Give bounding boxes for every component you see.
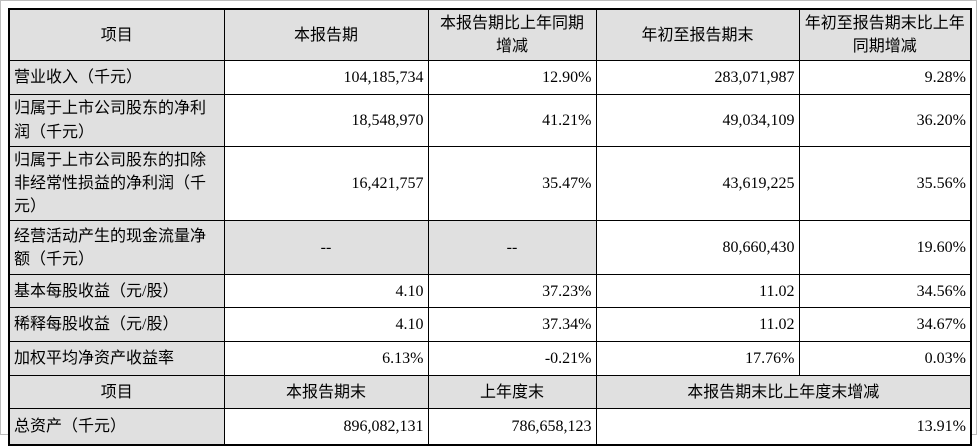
value-cell: 16,421,757: [223, 145, 429, 222]
value-cell: 49,034,109: [595, 94, 800, 147]
value-cell: 36.20%: [798, 94, 972, 147]
value-cell: 4.10: [223, 307, 429, 343]
value-cell: 9.28%: [798, 60, 972, 96]
row-label: 营业收入（千元）: [8, 60, 225, 96]
header2-item: 项目: [8, 375, 225, 410]
row-label: 稀释每股收益（元/股）: [8, 307, 225, 343]
value-cell: 11.02: [595, 274, 800, 309]
value-cell: 35.47%: [427, 145, 597, 222]
value-cell: 34.56%: [798, 274, 972, 309]
table-row-total-assets: 总资产（千元） 896,082,131 786,658,123 13.91%: [8, 408, 972, 446]
value-cell: 80,660,430: [595, 220, 800, 276]
row-label: 基本每股收益（元/股）: [8, 274, 225, 309]
value-cell: 4.10: [223, 274, 429, 309]
header-ytd-yoy: 年初至报告期末比上年同期增减: [798, 8, 972, 62]
value-cell: 37.23%: [427, 274, 597, 309]
value-cell: 43,619,225: [595, 145, 800, 222]
row-label: 经营活动产生的现金流量净额（千元）: [8, 220, 225, 276]
value-cell: --: [223, 220, 429, 276]
value-cell: 786,658,123: [427, 408, 597, 446]
key-financials-table: 项目 本报告期 本报告期比上年同期增减 年初至报告期末 年初至报告期末比上年同期…: [8, 8, 972, 446]
row-label: 加权平均净资产收益率: [8, 341, 225, 377]
value-cell: 19.60%: [798, 220, 972, 276]
header-current-period: 本报告期: [223, 8, 429, 62]
header-ytd: 年初至报告期末: [595, 8, 800, 62]
table-row-operating-revenue: 营业收入（千元） 104,185,734 12.90% 283,071,987 …: [8, 60, 972, 96]
table-row-weighted-avg-roe: 加权平均净资产收益率 6.13% -0.21% 17.76% 0.03%: [8, 341, 972, 377]
row-label: 归属于上市公司股东的净利润（千元）: [8, 94, 225, 147]
table-row-operating-cash-flow: 经营活动产生的现金流量净额（千元） -- -- 80,660,430 19.60…: [8, 220, 972, 276]
value-cell: 17.76%: [595, 341, 800, 377]
value-cell: 104,185,734: [223, 60, 429, 96]
header2-period-end: 本报告期末: [223, 375, 429, 410]
value-cell: 283,071,987: [595, 60, 800, 96]
value-cell: 13.91%: [595, 408, 972, 446]
header-row-2: 项目 本报告期末 上年度末 本报告期末比上年度末增减: [8, 375, 972, 410]
value-cell: 37.34%: [427, 307, 597, 343]
row-label: 总资产（千元）: [8, 408, 225, 446]
header2-prior-year-end: 上年度末: [427, 375, 597, 410]
value-cell: 35.56%: [798, 145, 972, 222]
header-row-1: 项目 本报告期 本报告期比上年同期增减 年初至报告期末 年初至报告期末比上年同期…: [8, 8, 972, 62]
table-row-net-profit-excl-nonrecurring: 归属于上市公司股东的扣除非经常性损益的净利润（千元） 16,421,757 35…: [8, 145, 972, 222]
row-label: 归属于上市公司股东的扣除非经常性损益的净利润（千元）: [8, 145, 225, 222]
header2-change: 本报告期末比上年度末增减: [595, 375, 972, 410]
value-cell: 0.03%: [798, 341, 972, 377]
table-row-diluted-eps: 稀释每股收益（元/股） 4.10 37.34% 11.02 34.67%: [8, 307, 972, 343]
value-cell: 34.67%: [798, 307, 972, 343]
value-cell: 18,548,970: [223, 94, 429, 147]
value-cell: 6.13%: [223, 341, 429, 377]
value-cell: -0.21%: [427, 341, 597, 377]
value-cell: --: [427, 220, 597, 276]
value-cell: 11.02: [595, 307, 800, 343]
table-row-basic-eps: 基本每股收益（元/股） 4.10 37.23% 11.02 34.56%: [8, 274, 972, 309]
value-cell: 896,082,131: [223, 408, 429, 446]
value-cell: 12.90%: [427, 60, 597, 96]
header-current-period-yoy: 本报告期比上年同期增减: [427, 8, 597, 62]
value-cell: 41.21%: [427, 94, 597, 147]
table-row-net-profit: 归属于上市公司股东的净利润（千元） 18,548,970 41.21% 49,0…: [8, 94, 972, 147]
header-item: 项目: [8, 8, 225, 62]
